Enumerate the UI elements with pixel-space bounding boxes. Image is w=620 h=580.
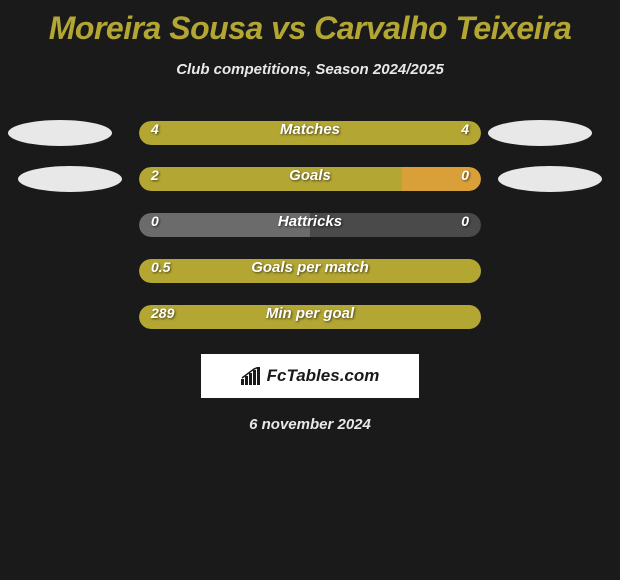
stat-row: 289 Min per goal	[0, 294, 620, 340]
stat-name: Min per goal	[266, 305, 354, 322]
stat-row: 0.5 Goals per match	[0, 248, 620, 294]
attribution-logo: FcTables.com	[201, 354, 419, 398]
stats-container: 4 4 Matches 2 0 Goals 0 0 Hattricks 0.5 Goals per …	[0, 110, 620, 340]
stat-row: 0 0 Hattricks	[0, 202, 620, 248]
stat-name: Matches	[280, 121, 340, 138]
logo-text: FcTables.com	[267, 366, 380, 386]
stat-name: Goals per match	[251, 259, 369, 276]
stat-value-right: 0	[461, 167, 469, 183]
bar-segment-right	[402, 167, 481, 191]
subtitle: Club competitions, Season 2024/2025	[0, 61, 620, 78]
bar-segment-left	[139, 167, 402, 191]
stat-value-right: 4	[461, 121, 469, 137]
bars-icon	[241, 367, 263, 385]
stat-row: 4 4 Matches	[0, 110, 620, 156]
player-marker-right	[498, 166, 602, 192]
stat-name: Hattricks	[278, 213, 342, 230]
page-title: Moreira Sousa vs Carvalho Teixeira	[0, 0, 620, 47]
stat-value-left: 289	[151, 305, 174, 321]
stat-value-left: 4	[151, 121, 159, 137]
date-text: 6 november 2024	[0, 416, 620, 433]
stat-value-right: 0	[461, 213, 469, 229]
stat-value-left: 2	[151, 167, 159, 183]
stat-bar: 0.5 Goals per match	[139, 259, 481, 283]
stat-value-left: 0.5	[151, 259, 170, 275]
stat-bar: 2 0 Goals	[139, 167, 481, 191]
stat-bar: 289 Min per goal	[139, 305, 481, 329]
player-marker-right	[488, 120, 592, 146]
stat-bar: 0 0 Hattricks	[139, 213, 481, 237]
stat-name: Goals	[289, 167, 331, 184]
stat-bar: 4 4 Matches	[139, 121, 481, 145]
player-marker-left	[18, 166, 122, 192]
stat-value-left: 0	[151, 213, 159, 229]
stat-row: 2 0 Goals	[0, 156, 620, 202]
player-marker-left	[8, 120, 112, 146]
